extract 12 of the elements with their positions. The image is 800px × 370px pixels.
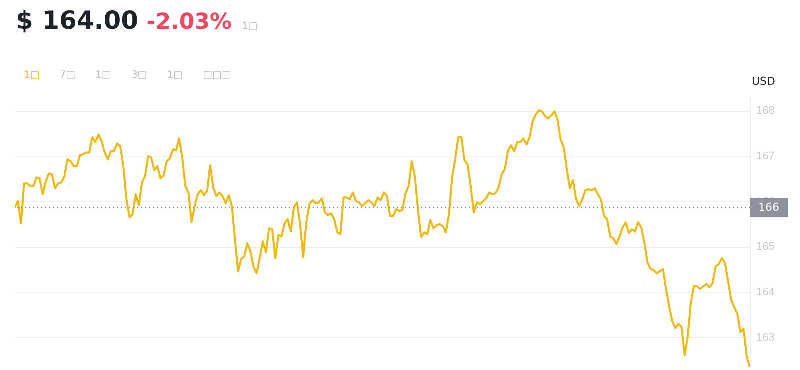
y-axis-title: USD bbox=[752, 75, 776, 88]
chart-title: $ 164.00 bbox=[16, 6, 139, 35]
line-series bbox=[15, 110, 750, 368]
text: 7□ bbox=[60, 70, 76, 81]
text: 1□ bbox=[96, 70, 112, 81]
chart-subtitle: -2.03% bbox=[146, 10, 232, 35]
ref-line-label: 166 bbox=[750, 198, 788, 218]
text: 3□ bbox=[131, 70, 148, 81]
text: □□□ bbox=[203, 70, 232, 81]
text: 1□ bbox=[24, 70, 40, 81]
text: 1□ bbox=[242, 21, 258, 32]
text: 1□ bbox=[167, 70, 184, 81]
